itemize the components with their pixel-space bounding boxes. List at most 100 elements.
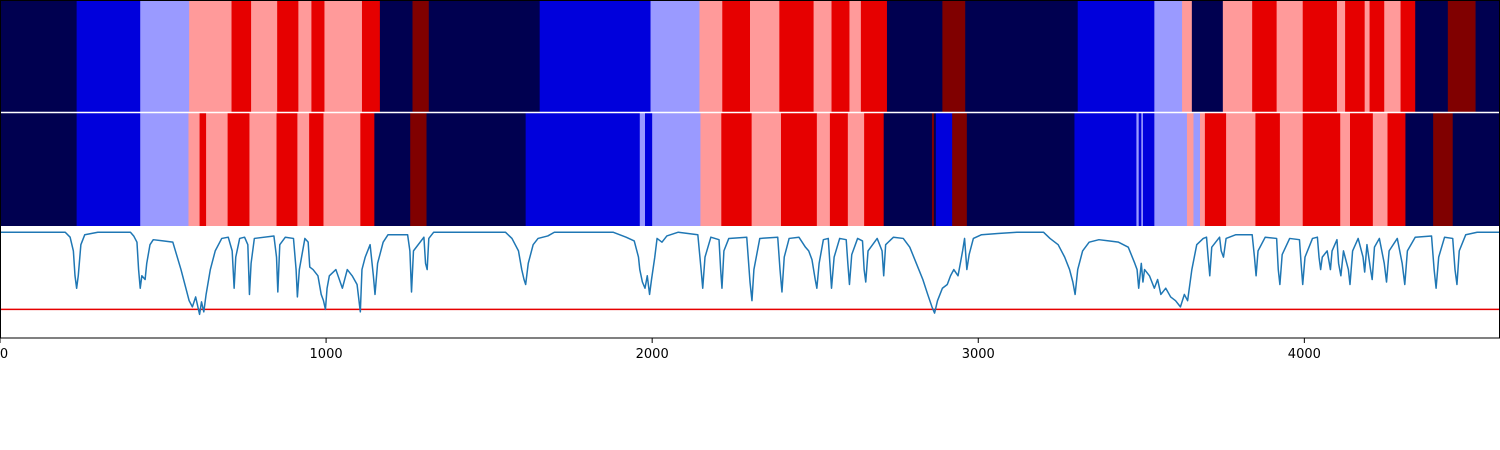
state-segment — [652, 113, 701, 226]
state-segment — [1204, 113, 1227, 226]
state-segment — [374, 113, 411, 226]
state-segment — [1447, 0, 1476, 113]
signal-line — [0, 231, 1500, 316]
state-segment — [1141, 113, 1144, 226]
state-segment — [952, 113, 968, 226]
state-segment — [645, 113, 653, 226]
state-segment — [779, 0, 814, 113]
state-segment — [227, 113, 250, 226]
state-segment — [206, 113, 229, 226]
state-segment — [0, 113, 78, 226]
state-segment — [1369, 0, 1385, 113]
x-tick-label: 1000 — [310, 347, 343, 362]
state-segment — [1400, 0, 1416, 113]
state-segment — [410, 113, 427, 226]
state-segment — [1302, 0, 1338, 113]
state-segment — [1077, 0, 1155, 113]
state-segment — [76, 113, 141, 226]
state-segment — [966, 113, 1075, 226]
state-segment — [323, 113, 361, 226]
state-segment — [1200, 113, 1206, 226]
state-segment — [76, 0, 141, 113]
state-segment — [780, 113, 818, 226]
state-segment — [311, 0, 325, 113]
state-segment — [699, 0, 723, 113]
state-segment — [361, 0, 381, 113]
state-segment — [1138, 113, 1142, 226]
state-segment — [276, 113, 298, 226]
state-segment — [1154, 0, 1183, 113]
state-segment — [231, 0, 252, 113]
state-segment — [1142, 113, 1155, 226]
state-segment — [1074, 113, 1137, 226]
state-segment — [1340, 113, 1351, 226]
state-segment — [297, 113, 310, 226]
x-axis: 0 1000 2000 3000 4000 — [0, 338, 1321, 362]
state-segment — [309, 113, 324, 226]
state-segment — [426, 113, 527, 226]
state-segment — [639, 113, 646, 226]
state-segment — [935, 113, 953, 226]
state-segment — [1252, 0, 1278, 113]
state-segment — [525, 113, 641, 226]
state-segment — [298, 0, 312, 113]
state-segment — [886, 0, 943, 113]
state-segment — [831, 0, 850, 113]
x-tick-label: 0 — [0, 347, 8, 362]
state-segment — [0, 0, 78, 113]
state-segment — [1405, 113, 1434, 226]
state-segment — [933, 113, 937, 226]
state-segment — [1387, 113, 1406, 226]
state-segment — [379, 0, 413, 113]
state-segment — [360, 113, 375, 226]
state-segment — [1336, 0, 1346, 113]
state-segment — [1222, 0, 1253, 113]
state-segment — [721, 113, 753, 226]
state-segment — [1364, 0, 1370, 113]
state-segment — [1276, 0, 1304, 113]
state-segment — [1372, 113, 1388, 226]
state-segment — [860, 0, 888, 113]
state-segment — [1415, 0, 1449, 113]
state-segment — [650, 0, 700, 113]
state-segment — [1186, 113, 1194, 226]
state-segment — [189, 0, 232, 113]
state-segment — [750, 0, 780, 113]
state-segment — [1255, 113, 1281, 226]
state-segment — [942, 0, 966, 113]
state-segment — [1475, 0, 1500, 113]
state-segment — [864, 113, 885, 226]
state-segment — [1226, 113, 1256, 226]
state-segment — [1302, 113, 1341, 226]
state-segment — [1452, 113, 1500, 226]
state-segment — [1193, 113, 1201, 226]
state-segment — [140, 113, 189, 226]
x-tick-label: 2000 — [636, 347, 669, 362]
x-tick-label: 4000 — [1288, 347, 1321, 362]
state-segment — [428, 0, 541, 113]
state-segment — [751, 113, 782, 226]
state-segment — [849, 0, 862, 113]
state-segment — [816, 113, 831, 226]
state-segment — [700, 113, 722, 226]
state-segment — [813, 0, 832, 113]
state-segment — [199, 113, 207, 226]
x-tick-label: 3000 — [962, 347, 995, 362]
state-segment — [188, 113, 200, 226]
state-segment — [140, 0, 190, 113]
state-segment — [277, 0, 299, 113]
state-segment — [1345, 0, 1366, 113]
state-segment — [1279, 113, 1304, 226]
state-segment — [539, 0, 651, 113]
state-segment — [1154, 113, 1188, 226]
state-segment — [1136, 113, 1140, 226]
state-row-top — [0, 0, 1500, 113]
signal-panel — [0, 226, 1500, 338]
state-segment — [965, 0, 1079, 113]
state-segment — [1384, 0, 1401, 113]
state-segment — [883, 113, 933, 226]
state-segment — [847, 113, 865, 226]
state-segment — [722, 0, 751, 113]
state-row-bottom — [0, 113, 1500, 226]
